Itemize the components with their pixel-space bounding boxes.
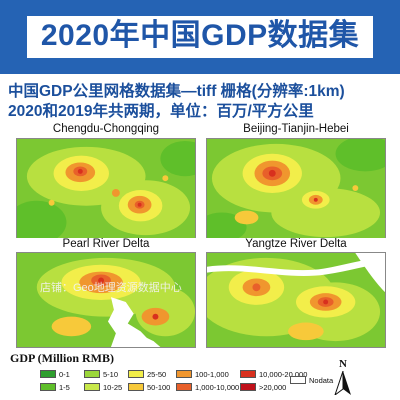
legend-swatch: [128, 383, 144, 391]
legend-item: 0-1: [40, 368, 70, 380]
panel-label: Yangtze River Delta: [245, 238, 347, 250]
legend-swatch: [40, 383, 56, 391]
legend-title: GDP (Million RMB): [10, 351, 114, 365]
panel-label: Chengdu-Chongqing: [52, 123, 160, 135]
legend-item: 1-5: [40, 381, 70, 393]
legend-swatch: [240, 383, 256, 391]
panel-pearl-river-delta: Pearl River Delta: [16, 238, 196, 350]
panel-label: Beijing-Tianjin-Hebei: [243, 123, 349, 135]
legend-item: 5-10: [84, 368, 118, 380]
panel-chengdu-chongqing: Chengdu-Chongqing: [16, 120, 196, 244]
legend-swatch: [176, 383, 192, 391]
panel-yangtze-river-delta: Yangtze River Delta: [206, 238, 386, 350]
map-yangtze-river-delta: [206, 252, 386, 348]
legend-swatch: [40, 370, 56, 378]
subtitle-line-1: 中国GDP公里网格数据集—tiff 栅格(分辨率:1km): [8, 83, 345, 100]
page-title: 2020年中国GDP数据集: [26, 16, 374, 58]
legend-item: 1,000-10,000: [176, 381, 239, 393]
north-arrow-icon: N: [334, 358, 352, 396]
legend-item: Nodata: [290, 374, 333, 386]
legend-swatch: [128, 370, 144, 378]
legend-swatch: [290, 376, 306, 384]
legend-swatch: [176, 370, 192, 378]
subtitle-line-2: 2020和2019年共两期，单位：百万/平方公里: [8, 103, 314, 120]
legend-item: 100-1,000: [176, 368, 229, 380]
title-banner: 2020年中国GDP数据集: [0, 0, 400, 74]
map-beijing-tianjin-hebei: [206, 138, 386, 242]
legend-item: 10,000-20,000: [240, 368, 307, 380]
legend-item: 25-50: [128, 368, 166, 380]
panel-label: Pearl River Delta: [62, 238, 150, 250]
legend-item: 10-25: [84, 381, 122, 393]
legend-swatch: [240, 370, 256, 378]
map-chengdu-chongqing: [16, 138, 196, 242]
legend-swatch: [84, 370, 100, 378]
north-letter: N: [339, 358, 347, 370]
legend-item: 50-100: [128, 381, 170, 393]
map-pearl-river-delta: [16, 252, 196, 348]
arrow-glyph-icon: [334, 371, 351, 395]
legend-swatch: [84, 383, 100, 391]
panel-beijing-tianjin-hebei: Beijing-Tianjin-Hebei: [206, 120, 386, 244]
shop-watermark: 店铺：Geo地理资源数据中心: [40, 282, 182, 294]
legend-item: >20,000: [240, 381, 286, 393]
